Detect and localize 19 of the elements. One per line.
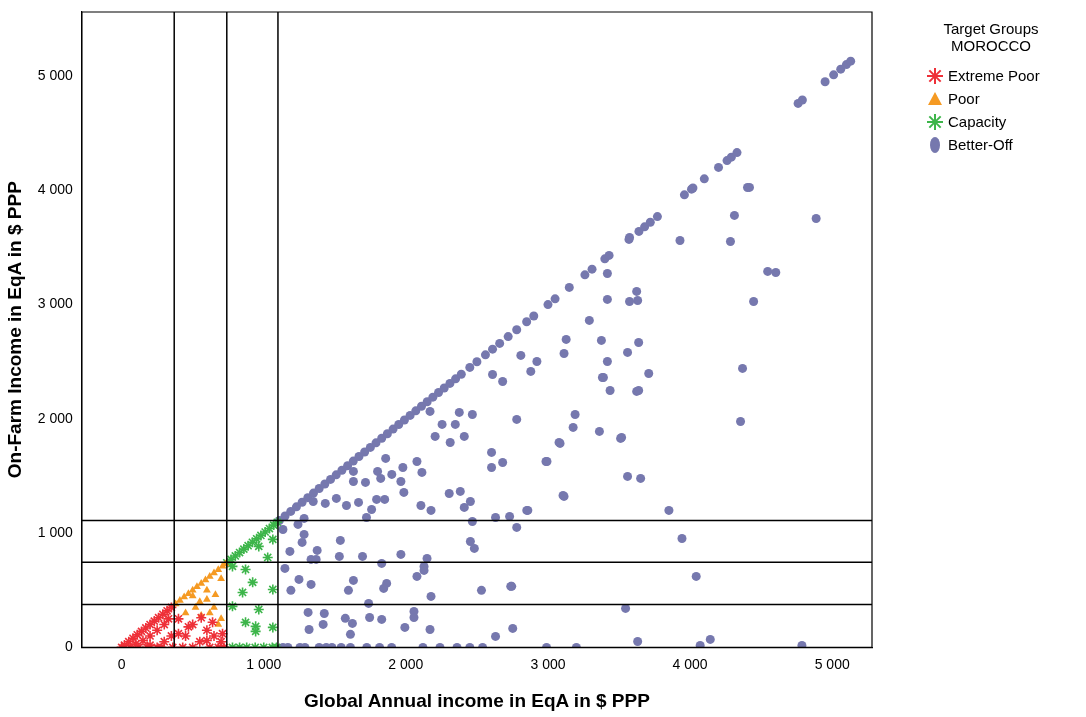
y-axis-title: On-Farm Income in EqA in $ PPP bbox=[3, 180, 25, 479]
legend-label: Extreme Poor bbox=[948, 67, 1040, 84]
legend-title: Target Groups MOROCCO bbox=[942, 20, 1040, 54]
legend-label: Poor bbox=[948, 90, 980, 107]
y-tick-label: 5 000 bbox=[37, 66, 74, 83]
legend-label: Better-Off bbox=[948, 136, 1013, 153]
x-tick-label: 3 000 bbox=[530, 655, 566, 672]
y-tick-label: 1 000 bbox=[37, 523, 74, 540]
x-tick-label: 5 000 bbox=[814, 655, 850, 672]
x-tick-label: 4 000 bbox=[672, 655, 708, 672]
x-tick-label: 0 bbox=[117, 655, 126, 672]
y-tick-label: 3 000 bbox=[37, 295, 74, 312]
y-tick-label: 0 bbox=[65, 638, 74, 655]
x-tick-label: 2 000 bbox=[388, 655, 424, 672]
y-tick-label: 2 000 bbox=[37, 409, 74, 426]
legend-label: Capacity bbox=[948, 113, 1007, 130]
x-axis-title: Global Annual income in EqA in $ PPP bbox=[303, 689, 651, 711]
x-tick-label: 1 000 bbox=[246, 655, 282, 672]
y-tick-label: 4 000 bbox=[37, 181, 74, 198]
